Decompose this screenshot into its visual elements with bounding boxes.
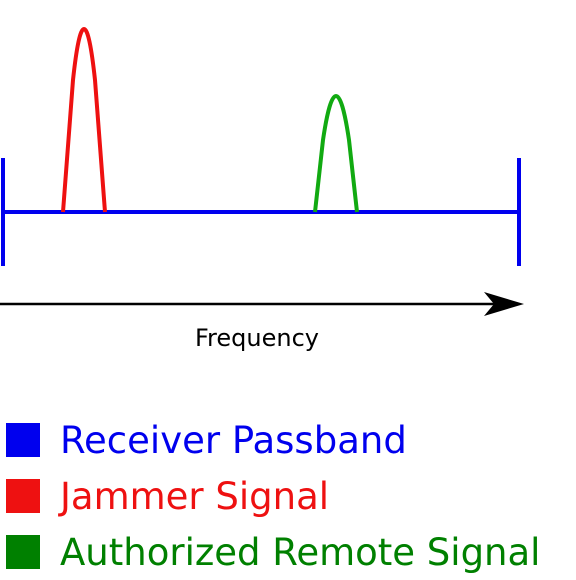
legend-item-jammer-signal: Jammer Signal	[6, 468, 540, 524]
legend-label: Jammer Signal	[60, 474, 330, 518]
jammer-signal-peak	[61, 27, 107, 213]
frequency-axis-label: Frequency	[195, 324, 319, 352]
legend-label: Receiver Passband	[60, 418, 407, 462]
receiver-passband-swatch	[6, 423, 40, 457]
legend-item-authorized-remote-signal: Authorized Remote Signal	[6, 524, 540, 580]
frequency-arrow	[0, 292, 524, 316]
receiver-passband	[1, 158, 521, 266]
remote-signal-peak	[313, 94, 359, 213]
legend: Receiver Passband Jammer Signal Authoriz…	[6, 412, 540, 580]
authorized-remote-signal-swatch	[6, 535, 40, 569]
arrow-head-icon	[484, 292, 524, 316]
jammer-signal-swatch	[6, 479, 40, 513]
legend-item-receiver-passband: Receiver Passband	[6, 412, 540, 468]
legend-label: Authorized Remote Signal	[60, 530, 541, 574]
